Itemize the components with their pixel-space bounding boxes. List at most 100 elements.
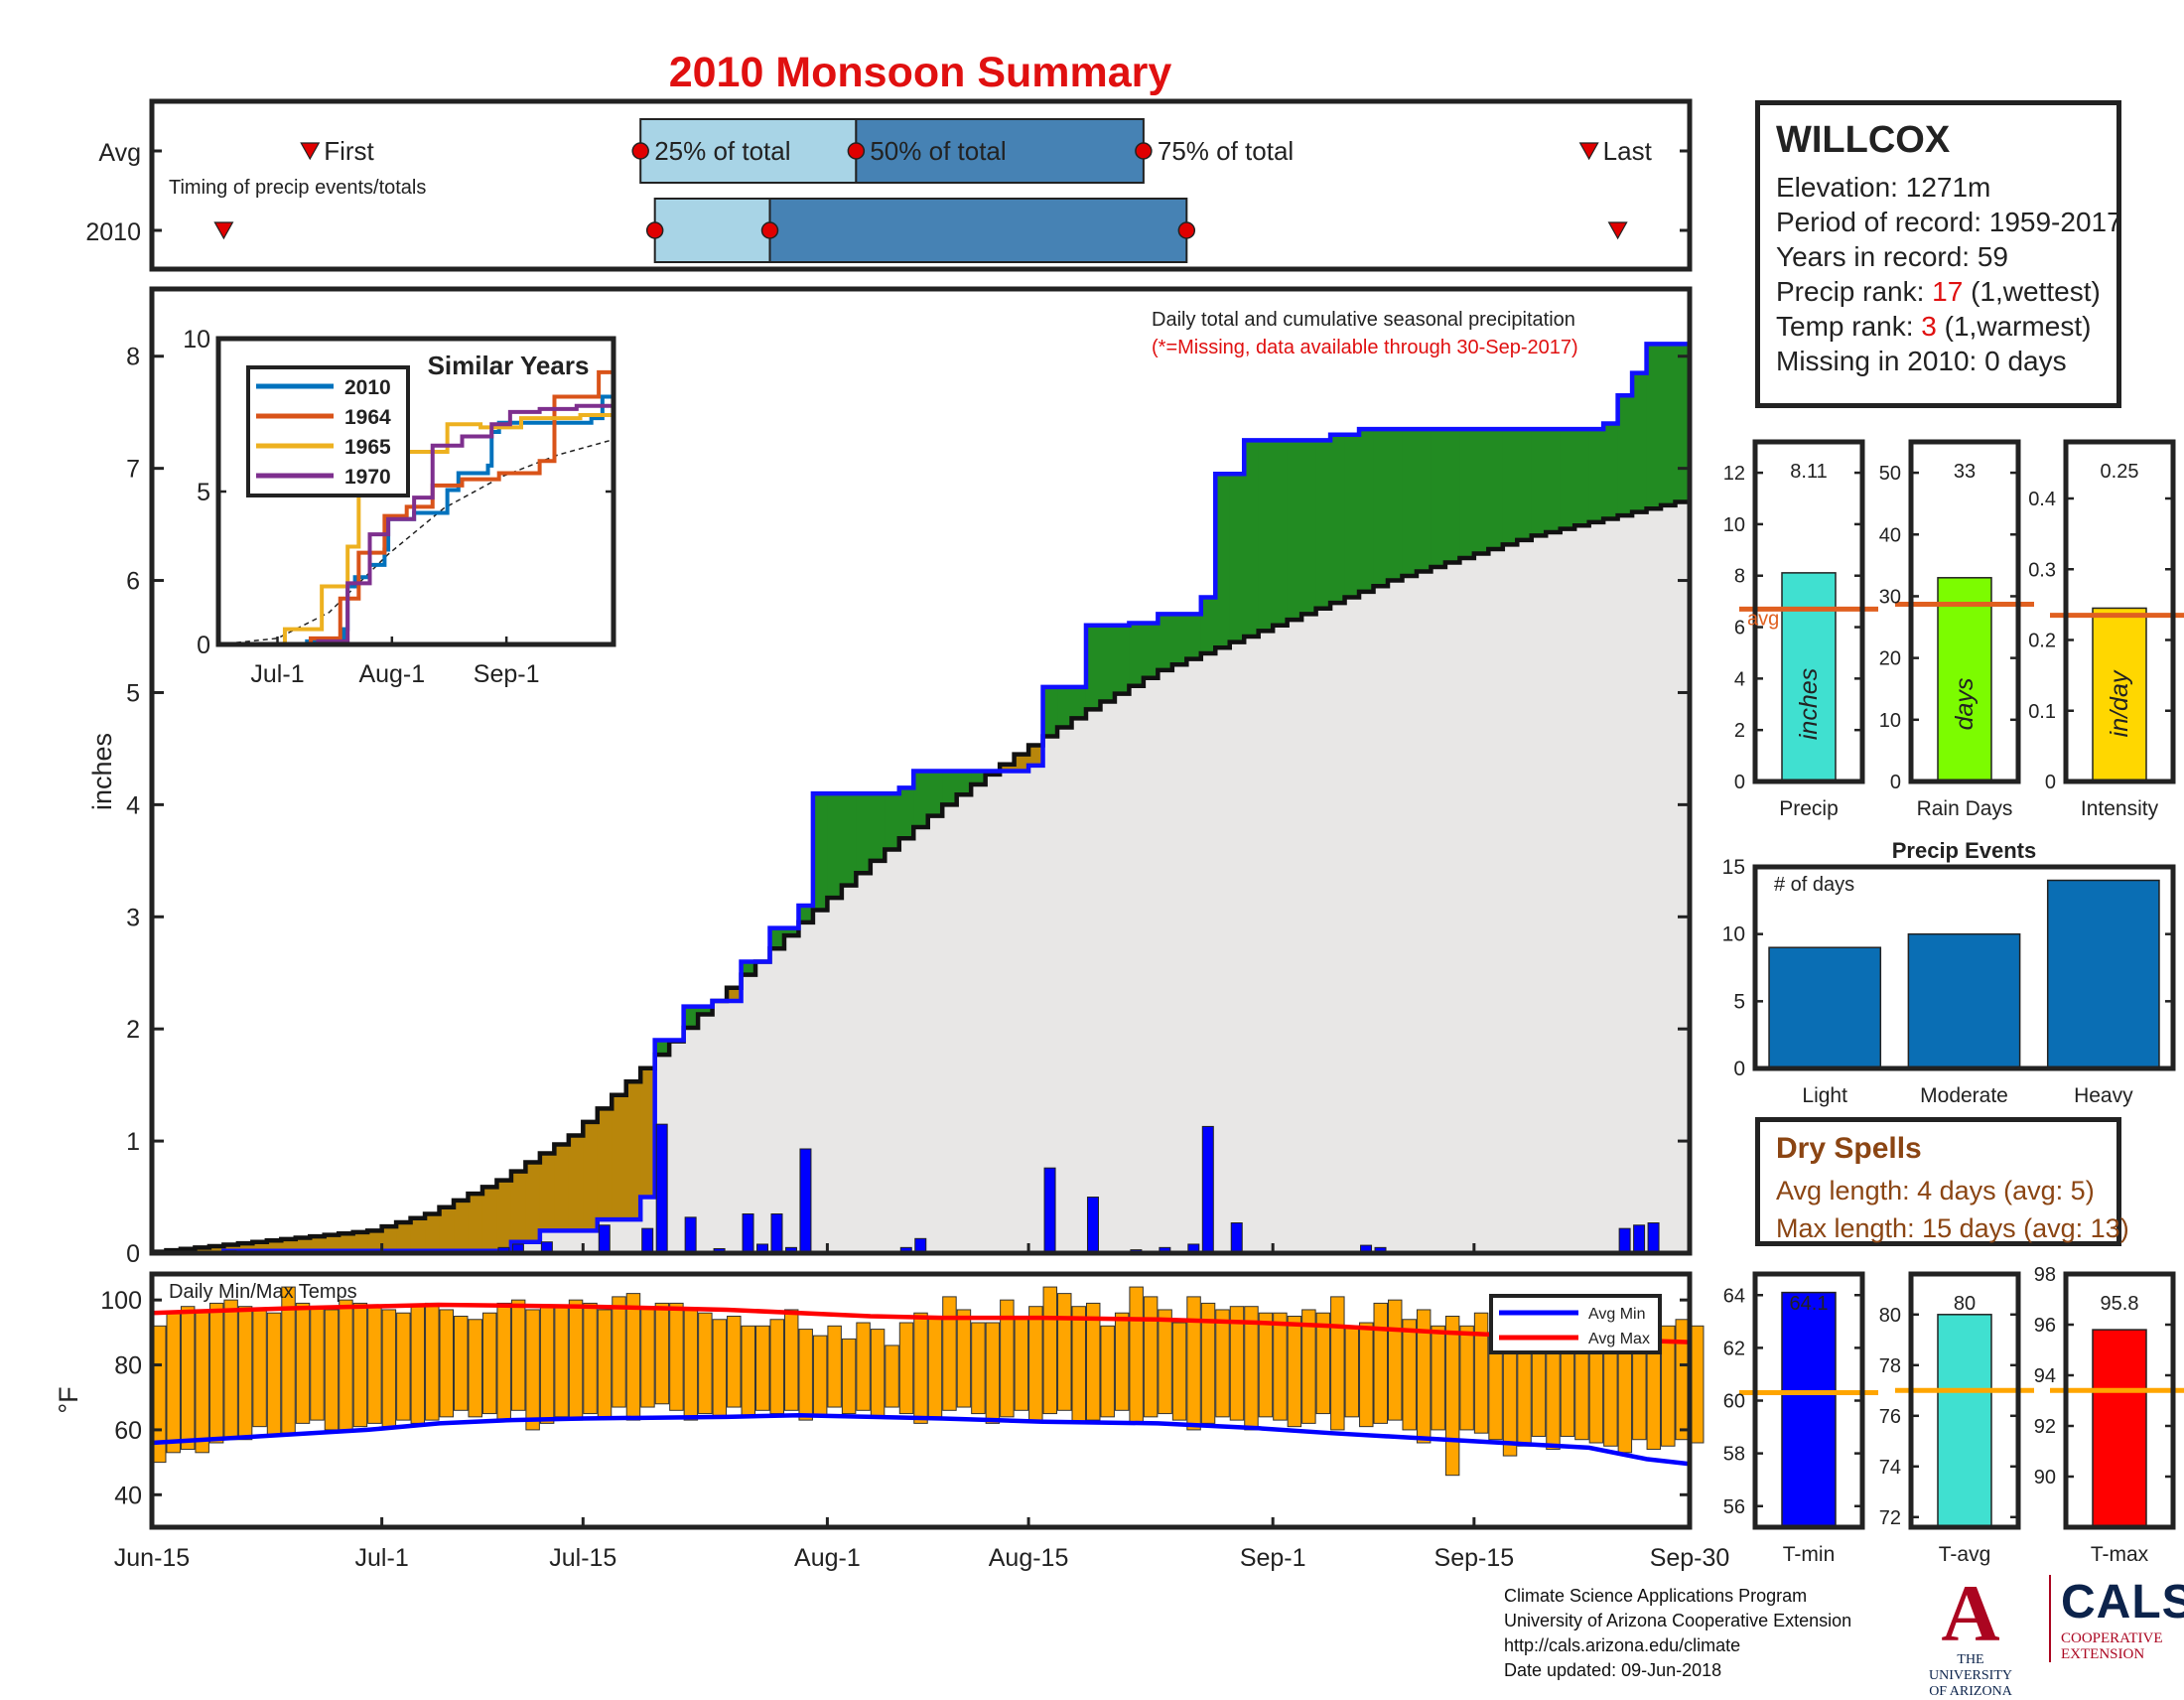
above-average-area bbox=[1517, 429, 1533, 540]
daily-temp-bar bbox=[1200, 1302, 1216, 1424]
daily-temp-bar bbox=[683, 1309, 699, 1421]
daily-temp-bar bbox=[942, 1296, 957, 1411]
daily-temp-bar bbox=[597, 1309, 613, 1418]
above-average-area bbox=[1373, 429, 1389, 587]
daily-temp-bar bbox=[496, 1302, 511, 1421]
below-average-area bbox=[439, 1206, 455, 1251]
tmin-value-label: 64.1 bbox=[1790, 1293, 1829, 1315]
daily-temp-bar bbox=[971, 1322, 986, 1415]
x-tick-label: Jul-15 bbox=[549, 1544, 616, 1572]
above-average-area bbox=[927, 771, 943, 816]
last-label: Last bbox=[1603, 136, 1653, 166]
precip_total-y-tick-label: 12 bbox=[1723, 463, 1745, 485]
below-average-area bbox=[195, 1247, 210, 1253]
quartile-marker bbox=[1135, 142, 1153, 160]
daily-precip-bar bbox=[598, 1224, 611, 1254]
daily-temp-bar bbox=[1373, 1302, 1388, 1424]
above-average-area bbox=[971, 771, 987, 785]
quartile-marker bbox=[847, 142, 866, 160]
daily-precip-bar bbox=[1633, 1224, 1646, 1254]
rain_days-y-tick-label: 40 bbox=[1879, 524, 1901, 546]
below-average-area bbox=[612, 1094, 627, 1220]
y-tick-label: 0 bbox=[126, 1240, 140, 1268]
daily-temp-bar bbox=[913, 1312, 928, 1424]
tavg-bar bbox=[1937, 1314, 1992, 1528]
daily-temp-bar bbox=[539, 1306, 555, 1424]
above-average-area bbox=[1617, 395, 1633, 516]
event-bar-moderate bbox=[1907, 932, 2021, 1069]
above-average-area bbox=[798, 905, 814, 922]
above-average-area bbox=[1560, 429, 1575, 529]
y-tick-label: 3 bbox=[126, 904, 140, 931]
daily-precip-bar bbox=[1086, 1197, 1099, 1254]
dry-spells-title: Dry Spells bbox=[1776, 1132, 1922, 1165]
period-text: Period of record: 1959-2017 bbox=[1776, 207, 2122, 237]
tavg-y-tick-label: 72 bbox=[1879, 1507, 1901, 1529]
above-average-area bbox=[913, 771, 929, 827]
legend-label-1964: 1964 bbox=[344, 406, 391, 429]
rain_days-y-tick-label: 0 bbox=[1890, 772, 1901, 793]
daily-temp-bar bbox=[252, 1309, 267, 1428]
precip-rank-value: 17 bbox=[1932, 276, 1964, 307]
daily-temp-bar bbox=[1359, 1322, 1374, 1428]
quartile-box-50-75 bbox=[768, 198, 1188, 263]
temps-y-tick-label: 80 bbox=[114, 1352, 142, 1380]
quartile-marker bbox=[1177, 221, 1196, 239]
event-category-label: Light bbox=[1802, 1084, 1847, 1107]
daily-temp-bar bbox=[1444, 1316, 1460, 1477]
tmax-frame bbox=[2063, 1271, 2176, 1530]
intensity-y-tick-label: 0.2 bbox=[2028, 631, 2056, 652]
x-tick-label: Sep-30 bbox=[1650, 1544, 1730, 1572]
above-average-area bbox=[1100, 625, 1116, 702]
tavg-value-label: 80 bbox=[1954, 1293, 1976, 1315]
first-last-marker bbox=[1607, 221, 1628, 240]
daily-temp-bar bbox=[1661, 1325, 1676, 1447]
cals-subline: EXTENSION bbox=[2061, 1646, 2145, 1662]
temps-y-tick-label: 60 bbox=[114, 1417, 142, 1445]
inset-average-line bbox=[217, 438, 614, 645]
daily-temp-bar bbox=[812, 1335, 828, 1418]
above-average-area bbox=[783, 927, 800, 936]
quartile-marker bbox=[645, 221, 664, 239]
timing-row-label: Avg bbox=[98, 139, 141, 167]
tmax-y-tick-label: 96 bbox=[2034, 1315, 2056, 1337]
intensity-bar bbox=[2092, 607, 2147, 782]
first-last-marker bbox=[213, 221, 234, 240]
daily-temp-bar bbox=[1315, 1312, 1331, 1415]
above-average-area bbox=[1301, 440, 1317, 615]
above-average-area bbox=[827, 793, 843, 899]
tavg-y-tick-label: 74 bbox=[1879, 1457, 1901, 1479]
daily-temp-bar bbox=[1071, 1306, 1086, 1424]
daily-temp-bar bbox=[783, 1309, 799, 1411]
daily-temp-bar bbox=[454, 1316, 469, 1411]
above-average-area bbox=[1287, 440, 1302, 621]
university-of-arizona-logo: A THE UNIVERSITY OF ARIZONA bbox=[1916, 1568, 2025, 1700]
above-average-area bbox=[1431, 429, 1446, 568]
daily-temp-bar bbox=[425, 1302, 440, 1421]
tmax-value-label: 95.8 bbox=[2101, 1293, 2139, 1315]
ua-name-line: OF ARIZONA bbox=[1929, 1684, 2012, 1699]
below-average-area bbox=[237, 1243, 253, 1251]
daily-temp-bar bbox=[396, 1312, 411, 1421]
cumulative-precip-panel: 0 1 2 3 4 5 6 7 8 inches Daily total and cumulativ… bbox=[87, 286, 1693, 1268]
below-average-area bbox=[396, 1221, 412, 1251]
precip-rank-suffix: (1,wettest) bbox=[1963, 276, 2101, 307]
first-last-marker bbox=[300, 142, 321, 161]
y-axis-label: inches bbox=[87, 733, 117, 810]
above-average-area bbox=[1675, 344, 1691, 502]
ua-monogram: A bbox=[1941, 1568, 2000, 1658]
ua-name-line: THE UNIVERSITY bbox=[1929, 1652, 2012, 1683]
daily-temp-bar bbox=[367, 1306, 382, 1424]
station-name: WILLCOX bbox=[1776, 119, 1951, 161]
above-average-area bbox=[1143, 623, 1159, 678]
inset-x-tick-label: Sep-1 bbox=[474, 660, 540, 688]
rain_days-y-tick-label: 20 bbox=[1879, 648, 1901, 670]
daily-temp-bar bbox=[1014, 1316, 1029, 1411]
temps-legend-box bbox=[1489, 1294, 1662, 1354]
inset-y-tick-label: 0 bbox=[197, 632, 210, 659]
daily-temp-bar bbox=[439, 1309, 455, 1418]
precip-rank-prefix: Precip rank: bbox=[1776, 276, 1933, 307]
tavg-y-tick-label: 80 bbox=[1879, 1305, 1901, 1327]
main-frame bbox=[149, 286, 1693, 1256]
above-average-area bbox=[1258, 440, 1274, 632]
